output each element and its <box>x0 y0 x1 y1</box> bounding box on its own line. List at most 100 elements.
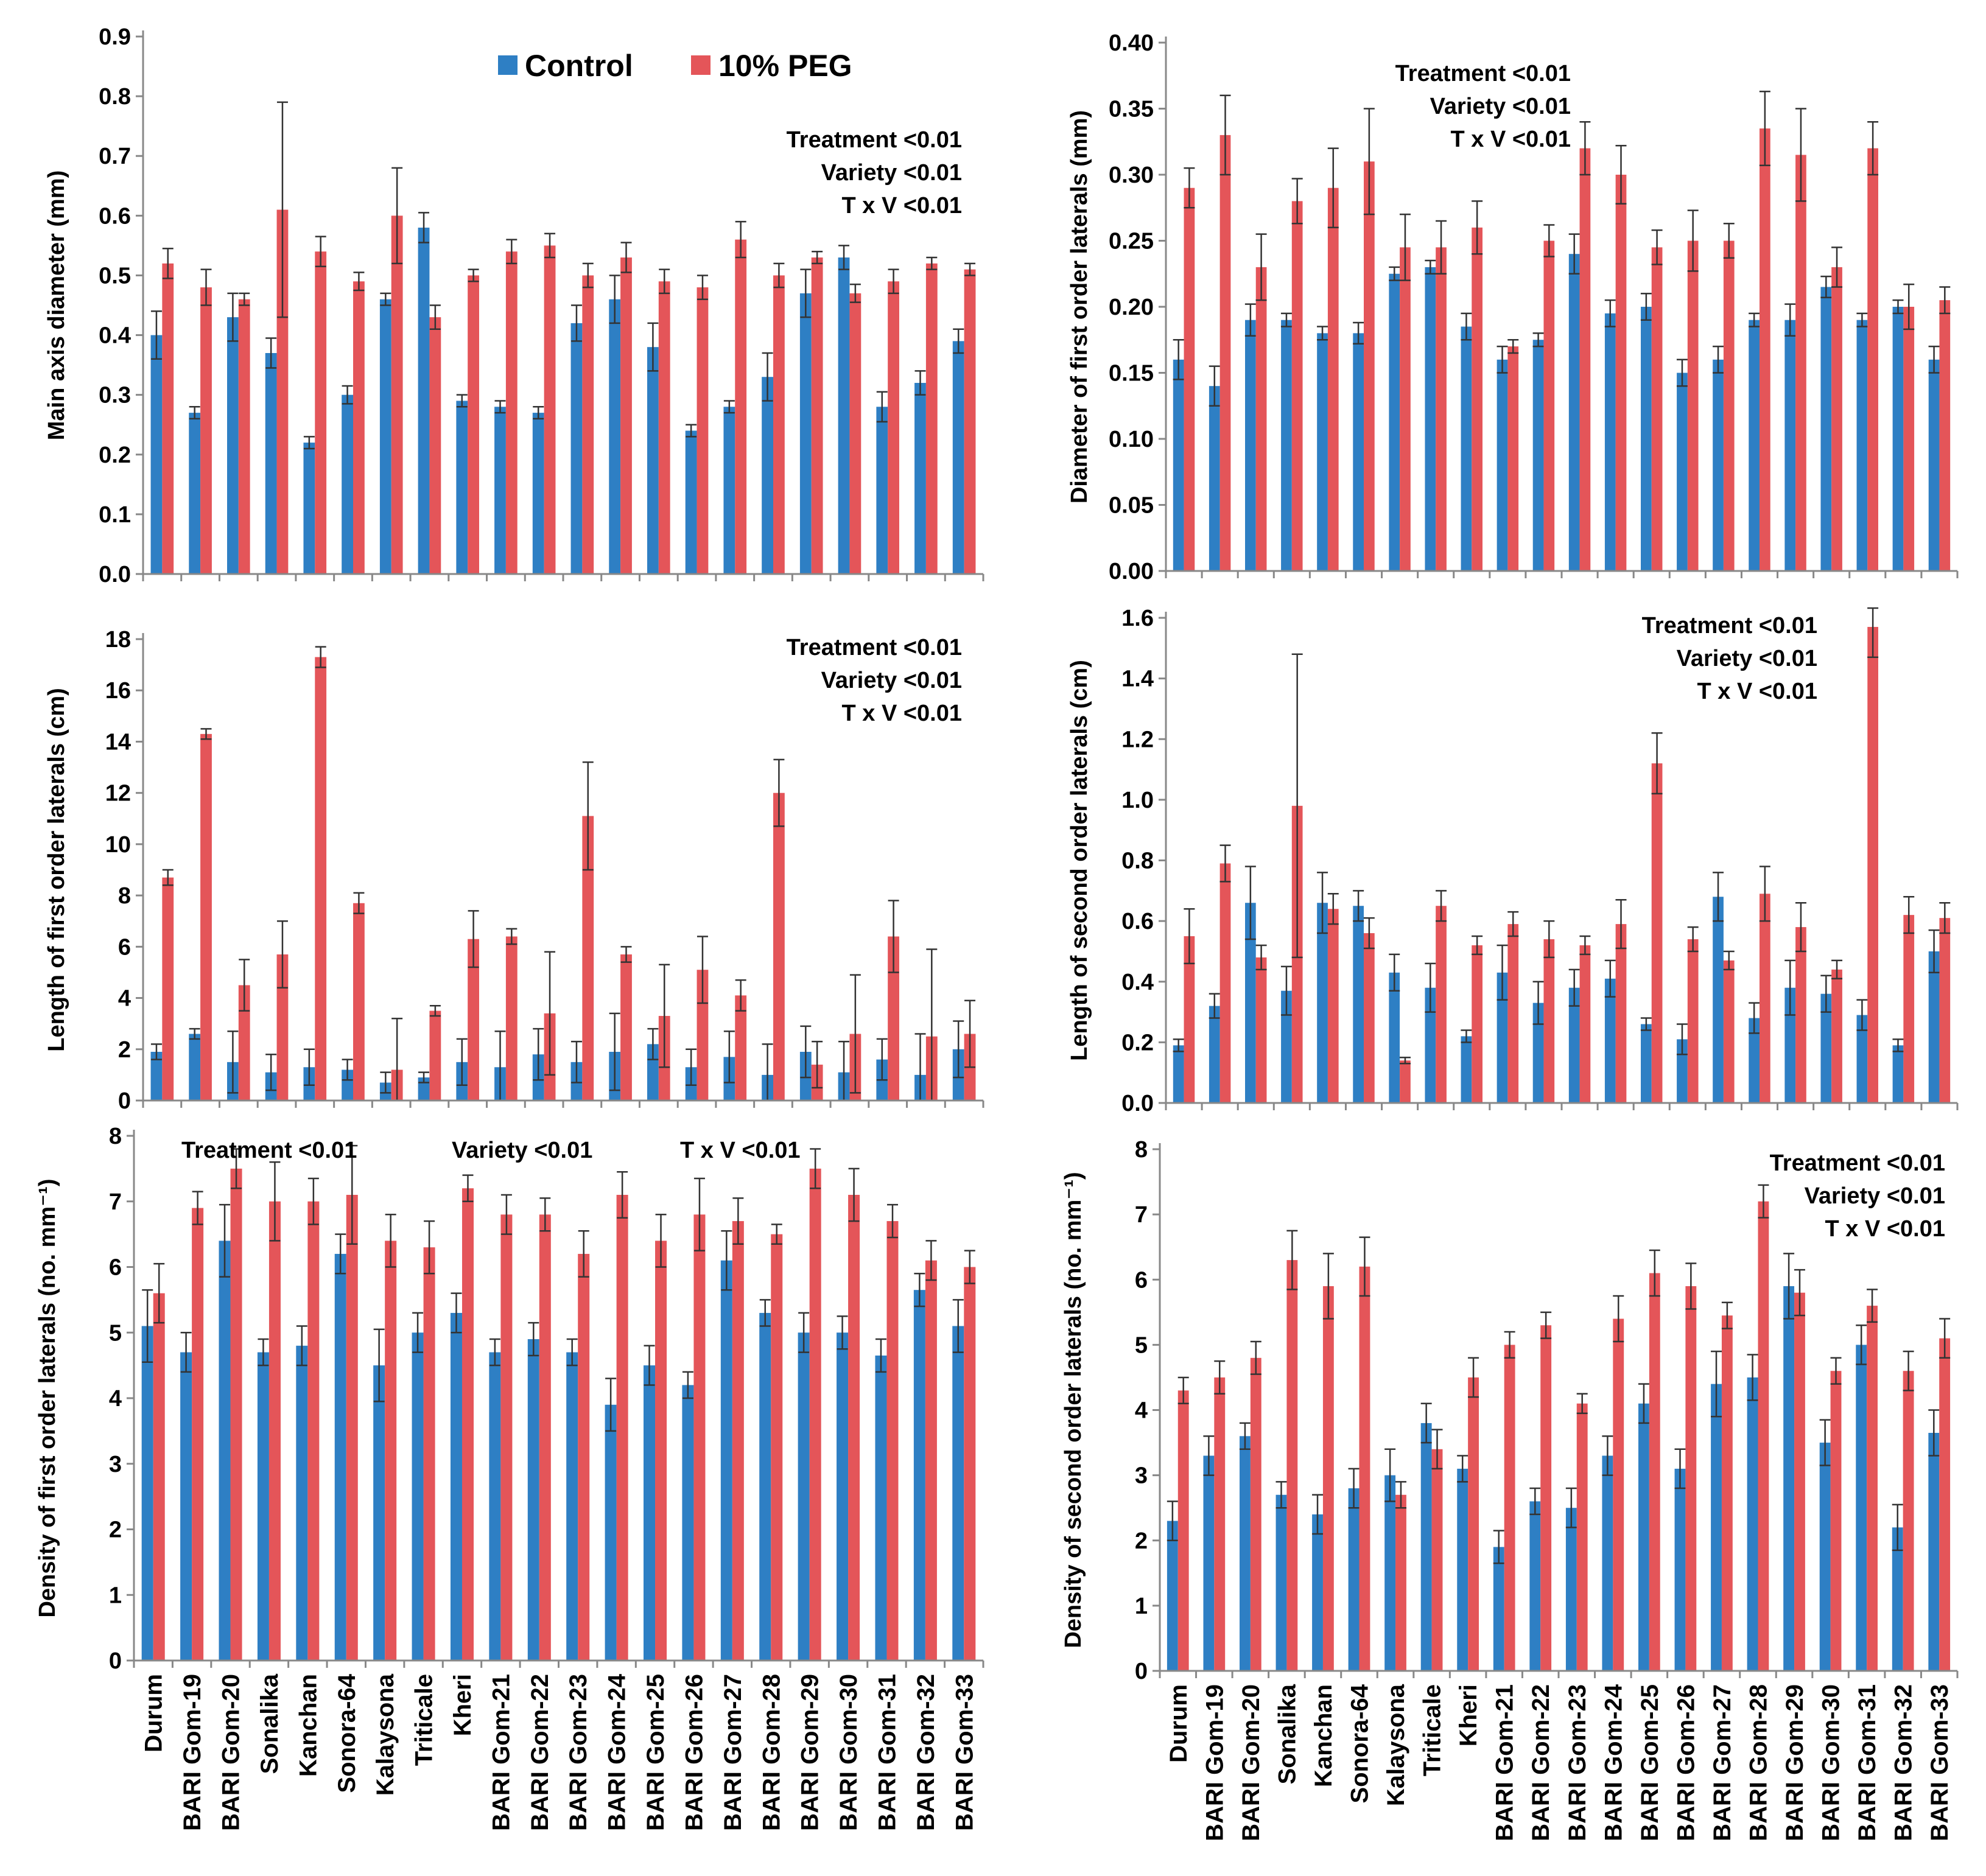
bar-peg <box>1436 247 1447 572</box>
stat-annotation: Treatment <0.01 <box>787 127 962 153</box>
y-tick-label: 0.9 <box>99 24 131 50</box>
bar-control <box>1529 1501 1541 1671</box>
bar-peg <box>1543 240 1555 571</box>
bar-peg <box>539 1214 551 1661</box>
bar-control <box>1784 987 1796 1103</box>
bar-control <box>1928 951 1940 1103</box>
stat-annotation: Treatment <0.01 <box>787 635 962 660</box>
bar-peg <box>773 275 785 574</box>
bar-control <box>682 1385 694 1661</box>
y-tick-label: 0 <box>1135 1659 1148 1684</box>
y-tick-label: 8 <box>109 1124 122 1149</box>
category-label: Kheri <box>1455 1684 1482 1746</box>
bar-peg <box>582 816 594 1101</box>
bar-peg <box>1291 201 1303 571</box>
bar-control <box>1892 1045 1904 1103</box>
bar-peg <box>1177 1390 1189 1671</box>
stat-annotation: Variety <0.01 <box>1430 94 1571 119</box>
bar-peg <box>693 1214 706 1661</box>
bar-control <box>1245 903 1256 1103</box>
chart-panel-bottom-left: 0 1 2 3 4 5 6 7 8 Density of first order laterals… <box>35 1124 984 1831</box>
bar-peg <box>238 299 250 574</box>
stat-annotation: T x V <0.01 <box>1697 679 1817 704</box>
bar-peg <box>385 1241 397 1661</box>
category-label: Kanchan <box>1310 1684 1337 1787</box>
chart-panel-top-left: 0.0 0.1 0.2 0.3 0.4 0.5 0.6 0.7 0.8 0.9 Main axis … <box>44 24 984 587</box>
bar-peg <box>1364 161 1375 571</box>
bar-peg <box>1867 148 1878 572</box>
bar-control <box>1856 320 1868 571</box>
bar-control <box>1420 1423 1432 1671</box>
bar-peg <box>1903 915 1915 1103</box>
bar-control <box>914 383 926 574</box>
bar-peg <box>461 1188 474 1661</box>
bar-peg <box>1649 1273 1660 1671</box>
bar-control <box>647 347 659 574</box>
category-label: Kheri <box>449 1674 476 1736</box>
bar-control <box>532 413 544 574</box>
y-tick-label: 14 <box>105 729 131 755</box>
y-tick-label: 7 <box>109 1189 122 1215</box>
bar-peg <box>200 287 212 574</box>
bar-peg <box>1507 346 1519 571</box>
bar-control <box>150 335 163 574</box>
bar-peg <box>1214 1377 1226 1671</box>
bar-control <box>1892 1527 1903 1671</box>
y-tick-label: 0.10 <box>1109 427 1154 452</box>
bar-control <box>1604 978 1616 1103</box>
bar-control <box>1674 1468 1686 1671</box>
y-tick-label: 5 <box>109 1320 122 1346</box>
bar-peg <box>1219 863 1231 1103</box>
y-tick-label: 0 <box>109 1648 122 1674</box>
bar-peg <box>811 257 823 574</box>
category-label: BARI Gom-33 <box>1926 1684 1953 1841</box>
bar-control <box>342 1069 353 1101</box>
bar-control <box>1167 1521 1178 1671</box>
y-tick-label: 4 <box>109 1386 122 1412</box>
bar-peg <box>773 793 785 1101</box>
bar-peg <box>1794 1292 1805 1671</box>
bar-control <box>342 394 353 574</box>
bar-control <box>1461 326 1472 571</box>
category-label: BARI Gom-31 <box>874 1674 900 1831</box>
category-label: BARI Gom-32 <box>913 1674 939 1831</box>
bar-control <box>1856 1345 1867 1671</box>
y-tick-label: 1 <box>1135 1594 1148 1619</box>
bar-peg <box>1723 240 1735 571</box>
bar-peg <box>1687 240 1699 571</box>
stat-annotation: Treatment <0.01 <box>1642 613 1817 639</box>
bar-control <box>1641 1024 1652 1103</box>
bar-peg <box>658 281 670 574</box>
category-label: BARI Gom-19 <box>179 1674 206 1831</box>
bar-peg <box>500 1214 513 1661</box>
bar-peg <box>925 1260 937 1661</box>
bar-control <box>1497 972 1508 1103</box>
stat-annotation: Variety <0.01 <box>1677 646 1817 671</box>
bar-control <box>798 1332 810 1661</box>
bar-peg <box>238 985 250 1101</box>
bar-control <box>720 1260 732 1661</box>
bar-peg <box>429 317 441 574</box>
y-tick-label: 0.8 <box>1121 849 1154 874</box>
bar-peg <box>1184 936 1195 1103</box>
bar-control <box>1641 307 1652 571</box>
bar-peg <box>1327 187 1339 571</box>
category-label: Kalaysona <box>372 1673 399 1796</box>
bar-peg <box>1760 894 1770 1103</box>
bar-control <box>1602 1455 1613 1671</box>
y-tick-label: 0.30 <box>1109 163 1154 188</box>
y-tick-label: 0.15 <box>1109 361 1154 387</box>
bar-control <box>1928 1432 1940 1671</box>
bar-control <box>219 1241 231 1661</box>
bar-control <box>1604 313 1616 571</box>
category-label: Sonora-64 <box>334 1673 360 1793</box>
bar-peg <box>1468 1377 1479 1671</box>
y-axis-label: Length of first order laterals (cm) <box>44 688 69 1052</box>
bar-control <box>1240 1436 1251 1671</box>
y-tick-label: 0.1 <box>99 502 131 528</box>
stat-annotation: Variety <0.01 <box>821 668 962 693</box>
bar-peg <box>1831 969 1842 1103</box>
bar-peg <box>1721 1315 1733 1671</box>
y-tick-label: 0 <box>118 1088 131 1114</box>
